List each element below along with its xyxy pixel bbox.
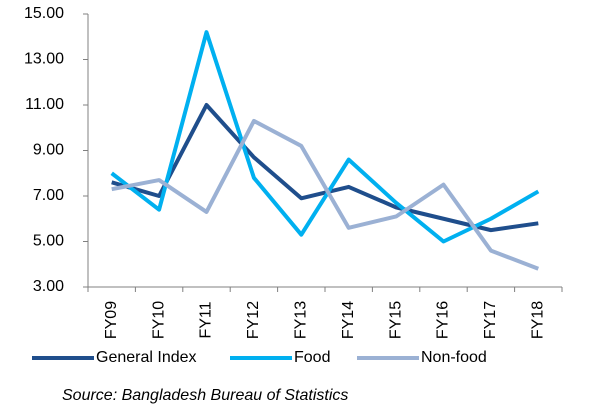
x-tick-label: FY11 bbox=[198, 301, 215, 338]
y-tick-label: 15.00 bbox=[24, 5, 64, 22]
y-tick-label: 11.00 bbox=[25, 96, 64, 113]
x-tick-label: FY09 bbox=[103, 301, 120, 339]
source-note: Source: Bangladesh Bureau of Statistics bbox=[62, 387, 348, 404]
line-series bbox=[111, 103, 539, 233]
x-tick-label: FY10 bbox=[150, 301, 167, 339]
x-tick-label: FY14 bbox=[340, 301, 357, 339]
x-tick-label: FY16 bbox=[435, 301, 452, 339]
legend-label: Food bbox=[294, 349, 330, 366]
line-series bbox=[111, 118, 540, 271]
x-tick-label: FY15 bbox=[387, 301, 404, 339]
y-tick-label: 5.00 bbox=[33, 233, 64, 250]
x-tick-label: FY17 bbox=[482, 301, 499, 339]
x-tick-label: FY13 bbox=[293, 301, 310, 339]
y-tick-label: 3.00 bbox=[33, 278, 64, 295]
y-tick-label: 13.00 bbox=[24, 51, 64, 68]
x-tick-label: FY12 bbox=[245, 301, 262, 339]
legend-label: General Index bbox=[96, 349, 197, 366]
line-series bbox=[110, 30, 540, 244]
legend-label: Non-food bbox=[421, 349, 487, 366]
y-tick-label: 7.00 bbox=[33, 187, 64, 204]
x-tick-label: FY18 bbox=[530, 301, 547, 339]
y-tick-label: 9.00 bbox=[33, 142, 64, 159]
